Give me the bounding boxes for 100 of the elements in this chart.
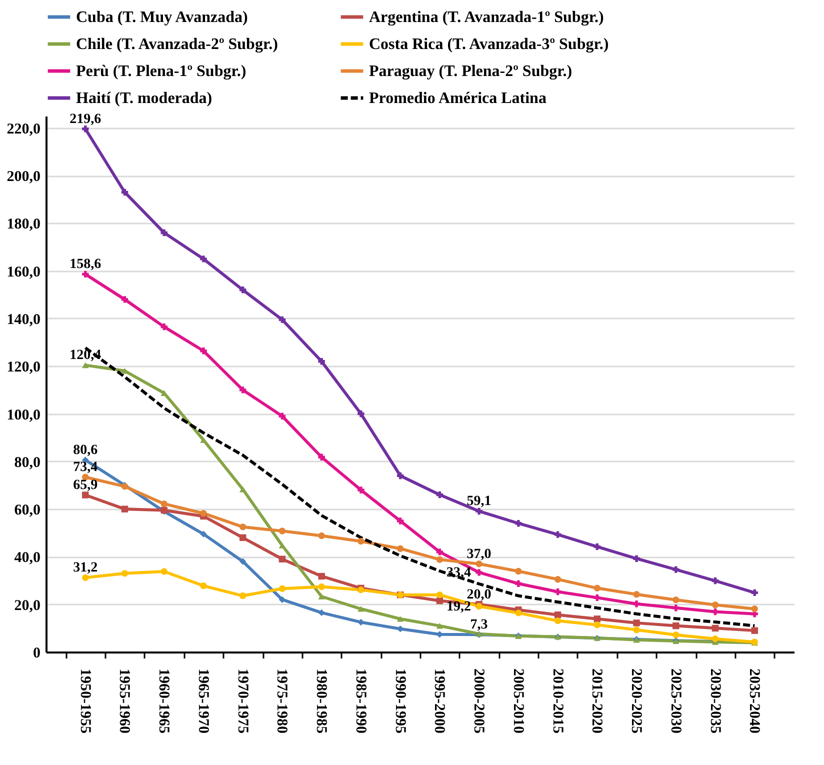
point	[633, 626, 640, 634]
point	[751, 589, 758, 596]
point	[633, 555, 640, 562]
x-tick-label: 1980-1985	[313, 668, 330, 734]
data-label: 7,3	[470, 618, 488, 633]
x-tick-label: 1970-1975	[234, 668, 250, 734]
point	[554, 588, 562, 596]
point	[672, 604, 680, 612]
point	[121, 188, 128, 196]
point	[318, 454, 325, 460]
data-label: 65,9	[73, 478, 98, 494]
point	[515, 568, 522, 575]
x-tick-label: 1975-1980	[274, 668, 290, 734]
point	[278, 596, 286, 603]
point	[160, 323, 168, 330]
point	[200, 348, 207, 354]
point	[712, 577, 719, 584]
point	[672, 596, 680, 604]
point	[200, 510, 207, 517]
y-tick-label: 100,0	[6, 407, 40, 424]
point	[82, 574, 89, 582]
point	[278, 316, 286, 324]
x-tick-label: 2030-2035	[706, 668, 723, 734]
y-tick-label: 60,0	[14, 502, 40, 519]
legend-label: Promedio América Latina	[369, 90, 546, 107]
point	[200, 530, 207, 538]
legend-label: Paraguay (T. Plena-2º Subgr.)	[369, 63, 572, 80]
point	[200, 256, 207, 262]
x-tick-label: 2010-2015	[549, 668, 566, 734]
point	[436, 556, 444, 563]
point	[672, 566, 680, 573]
point	[239, 534, 246, 542]
legend-label: Perù (T. Plena-1º Subgr.)	[76, 63, 246, 80]
y-tick-label: 0	[33, 646, 40, 662]
point	[594, 584, 601, 592]
point	[278, 528, 286, 534]
x-tick-label: 2005-2010	[510, 668, 526, 734]
point	[82, 362, 89, 368]
point	[318, 594, 325, 600]
point	[712, 608, 719, 616]
point	[554, 617, 562, 624]
point	[358, 410, 364, 418]
y-tick-label: 40,0	[14, 550, 40, 566]
point	[121, 296, 128, 303]
point	[358, 486, 364, 494]
legend-label: Costa Rica (T. Avanzada-3º Subgr.)	[369, 36, 609, 53]
x-tick-label: 1995-2000	[431, 668, 448, 734]
y-tick-label: 160,0	[6, 264, 40, 280]
point	[239, 386, 246, 394]
point	[436, 591, 444, 598]
point	[160, 500, 168, 508]
legend-label: Haití (T. moderada)	[76, 90, 212, 107]
point	[594, 594, 601, 602]
x-tick-label: 1985-1990	[352, 668, 368, 734]
point	[515, 520, 522, 527]
legend-label: Cuba (T. Muy Avanzada)	[76, 9, 248, 26]
data-label: 73,4	[73, 460, 98, 476]
point	[515, 610, 522, 616]
point	[239, 486, 246, 492]
data-label: 158,6	[70, 257, 102, 272]
point	[278, 412, 286, 420]
y-tick-label: 180,0	[6, 216, 40, 233]
x-tick-label: 1955-1960	[116, 668, 132, 734]
x-tick-label: 2025-2030	[667, 668, 684, 734]
point	[436, 491, 444, 498]
point	[278, 585, 286, 592]
point	[121, 506, 128, 512]
point	[160, 229, 168, 236]
point	[515, 580, 522, 587]
point	[318, 358, 325, 365]
data-label: 219,6	[70, 112, 102, 127]
point	[82, 270, 89, 278]
point	[594, 621, 601, 628]
point	[200, 582, 207, 590]
point	[318, 609, 325, 616]
y-tick-label: 20,0	[14, 598, 40, 614]
x-tick-label: 2035-2040	[746, 668, 762, 734]
point	[712, 601, 719, 608]
y-tick-label: 200,0	[6, 169, 40, 186]
point	[82, 126, 89, 132]
x-tick-label: 1950-1955	[76, 668, 93, 734]
point	[396, 472, 404, 480]
legend-label: Chile (T. Avanzada-2º Subgr.)	[76, 36, 278, 53]
point	[476, 560, 482, 568]
point	[82, 492, 89, 498]
point	[358, 538, 364, 545]
point	[712, 624, 719, 632]
point	[476, 569, 482, 576]
point	[436, 622, 444, 629]
point	[436, 597, 444, 604]
point	[476, 508, 482, 515]
point	[239, 592, 246, 600]
y-tick-label: 120,0	[6, 360, 40, 376]
point	[396, 545, 404, 552]
point	[239, 558, 246, 565]
point	[239, 524, 246, 530]
point	[594, 543, 601, 550]
point	[633, 591, 640, 598]
point	[751, 627, 758, 634]
point	[633, 620, 640, 626]
